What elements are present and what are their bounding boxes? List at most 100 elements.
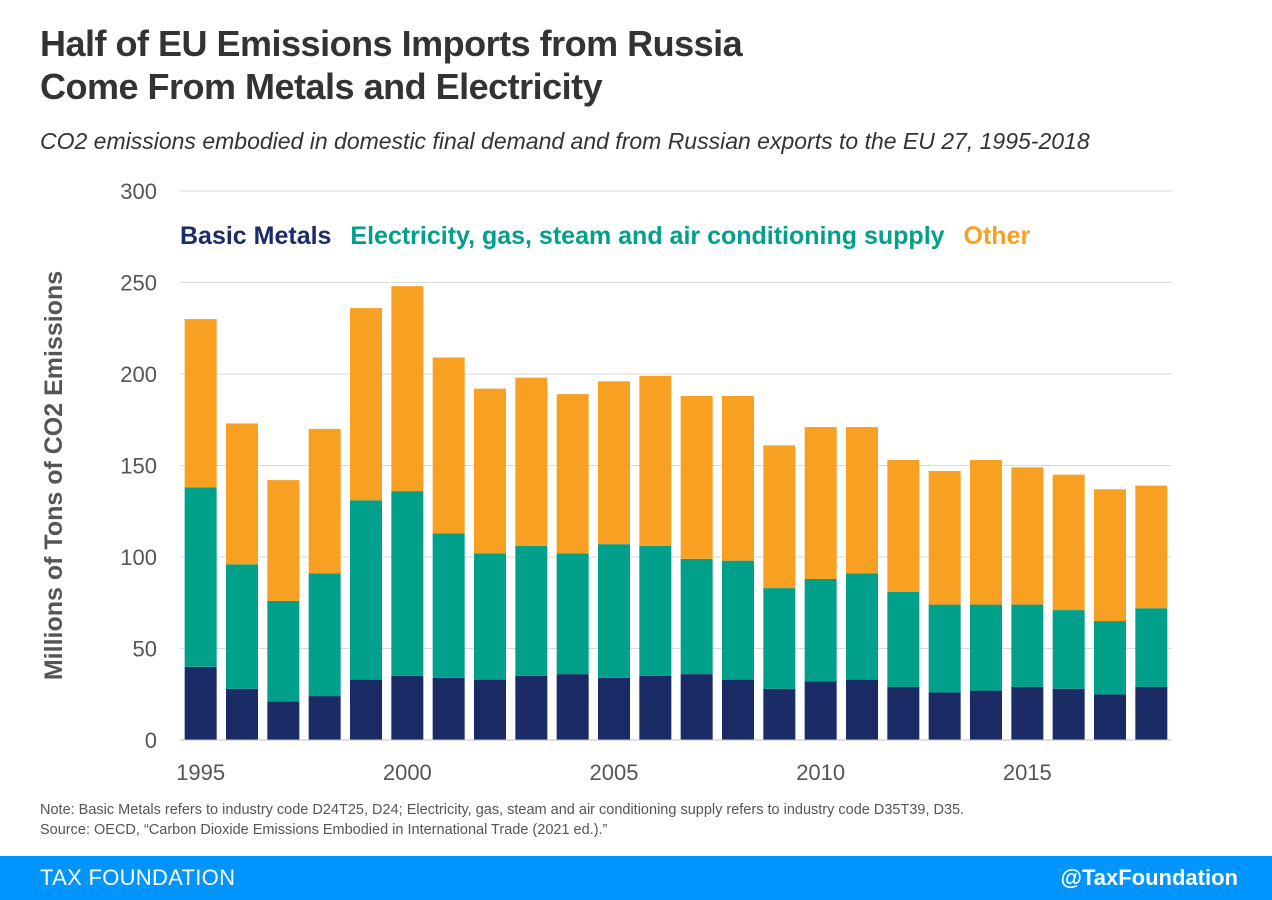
bar-segment-basic-metals-2006 — [639, 675, 672, 740]
chart-notes: Note: Basic Metals refers to industry co… — [40, 800, 1260, 840]
x-tick-label: 1995 — [176, 760, 225, 785]
bar-segment-electricity-2013 — [928, 604, 961, 693]
bar-segment-other-2017 — [1094, 489, 1126, 622]
y-axis-ticks: 0 50 100 150 200 250 300 — [120, 179, 157, 753]
legend-item-basic-metals: Basic Metals — [180, 222, 332, 250]
source-text: Source: OECD, “Carbon Dioxide Emissions … — [40, 822, 608, 838]
bar-segment-basic-metals-2014 — [970, 690, 1002, 740]
bar-segment-other-2007 — [680, 395, 713, 559]
bar-segment-other-2002 — [474, 388, 506, 554]
chart-title: Half of EU Emissions Imports from Russia… — [40, 22, 1220, 108]
bar-segment-other-2016 — [1052, 474, 1085, 611]
bar-segment-basic-metals-1999 — [350, 679, 382, 740]
bar-segment-electricity-1995 — [184, 487, 217, 667]
bar-segment-other-2004 — [556, 394, 589, 554]
y-tick-label: 0 — [145, 728, 157, 753]
bar-segment-electricity-2008 — [722, 560, 754, 680]
bar-segment-other-2000 — [391, 286, 424, 492]
gridlines — [180, 190, 1172, 649]
bar-segment-other-1999 — [350, 308, 382, 501]
bar-segment-electricity-1998 — [308, 573, 341, 697]
note-text: Note: Basic Metals refers to industry co… — [40, 802, 965, 818]
chart-title-line-1: Half of EU Emissions Imports from Russia — [40, 23, 743, 64]
bar-segment-other-2018 — [1135, 485, 1168, 609]
bar-segment-electricity-1999 — [350, 500, 382, 680]
bar-segment-other-1997 — [267, 480, 300, 601]
bar-segment-electricity-2003 — [515, 546, 548, 676]
bar-segment-electricity-2001 — [432, 533, 465, 678]
x-tick-label: 2015 — [1003, 760, 1052, 785]
bar-segment-basic-metals-2005 — [598, 677, 630, 740]
bar-segment-basic-metals-2004 — [556, 674, 589, 740]
bar-segment-basic-metals-2018 — [1135, 686, 1168, 740]
bar-segment-basic-metals-2015 — [1011, 686, 1044, 740]
bar-segment-basic-metals-2001 — [432, 677, 465, 740]
bar-segment-electricity-2012 — [887, 591, 920, 687]
bar-segment-other-2010 — [804, 427, 837, 579]
bar-segment-basic-metals-2011 — [846, 679, 878, 740]
bar-segment-basic-metals-2013 — [928, 692, 961, 740]
bar-segment-basic-metals-1996 — [226, 688, 258, 740]
bar-segment-electricity-2006 — [639, 546, 672, 676]
x-tick-label: 2000 — [383, 760, 432, 785]
y-tick-label: 250 — [120, 271, 157, 296]
bar-segment-basic-metals-2016 — [1052, 688, 1085, 740]
bar-segment-electricity-2015 — [1011, 604, 1044, 687]
bar-segment-electricity-2002 — [474, 553, 506, 680]
social-handle[interactable]: @TaxFoundation — [1060, 865, 1238, 890]
bar-segment-electricity-2005 — [598, 544, 630, 678]
bar-segment-other-1995 — [184, 319, 217, 488]
bar-segment-basic-metals-2017 — [1094, 694, 1126, 740]
bar-segment-electricity-1997 — [267, 600, 300, 702]
footer-bar: TAX FOUNDATION @TaxFoundation — [0, 856, 1272, 900]
bar-segment-other-1998 — [308, 428, 341, 574]
y-tick-label: 150 — [120, 454, 157, 479]
bar-segment-basic-metals-1998 — [308, 696, 341, 740]
bar-segment-other-2012 — [887, 460, 920, 592]
chart-title-line-2: Come From Metals and Electricity — [40, 66, 603, 107]
bar-segment-other-2008 — [722, 395, 754, 561]
chart-subtitle: CO2 emissions embodied in domestic final… — [40, 128, 1090, 154]
bar-segment-electricity-2004 — [556, 553, 589, 675]
legend-item-other: Other — [963, 222, 1031, 250]
bar-segment-other-2003 — [515, 377, 548, 547]
bar-segment-electricity-2016 — [1052, 610, 1085, 689]
bar-segment-basic-metals-2000 — [391, 675, 424, 740]
bar-segment-basic-metals-2008 — [722, 679, 754, 740]
bar-segment-electricity-2000 — [391, 491, 424, 676]
bar-segment-other-2001 — [432, 357, 465, 534]
bars — [184, 286, 1168, 740]
chart-legend: Basic Metals Electricity, gas, steam and… — [180, 222, 1042, 251]
brand-name: TAX FOUNDATION — [40, 865, 236, 890]
bar-segment-other-2011 — [846, 427, 878, 574]
bar-segment-other-2014 — [970, 460, 1002, 605]
bar-segment-electricity-2018 — [1135, 608, 1168, 687]
x-axis-ticks: 1995 2000 2005 2010 2015 — [176, 760, 1052, 785]
bar-segment-basic-metals-2010 — [804, 681, 837, 740]
x-tick-label: 2005 — [590, 760, 639, 785]
bar-segment-other-2013 — [928, 470, 961, 605]
y-tick-label: 300 — [120, 179, 157, 204]
y-axis-label: Millions of Tons of CO2 Emissions — [40, 271, 68, 680]
bar-segment-electricity-2011 — [846, 573, 878, 680]
bar-segment-electricity-2007 — [680, 558, 713, 675]
y-tick-label: 50 — [133, 637, 157, 662]
bar-segment-basic-metals-1995 — [184, 666, 217, 740]
bar-segment-basic-metals-2003 — [515, 675, 548, 740]
x-tick-label: 2010 — [796, 760, 845, 785]
bar-segment-basic-metals-2012 — [887, 686, 920, 740]
bar-segment-other-1996 — [226, 423, 258, 565]
bar-segment-electricity-2014 — [970, 604, 1002, 691]
bar-segment-basic-metals-2007 — [680, 674, 713, 740]
bar-segment-electricity-2010 — [804, 578, 837, 682]
bar-segment-other-2009 — [763, 445, 796, 589]
legend-item-electricity: Electricity, gas, steam and air conditio… — [350, 222, 945, 250]
bar-segment-other-2015 — [1011, 467, 1044, 605]
bar-segment-electricity-2017 — [1094, 621, 1126, 695]
y-tick-label: 200 — [120, 362, 157, 387]
bar-segment-basic-metals-2002 — [474, 679, 506, 740]
bar-segment-electricity-2009 — [763, 588, 796, 689]
bar-segment-other-2005 — [598, 381, 630, 545]
bar-segment-basic-metals-1997 — [267, 701, 300, 740]
